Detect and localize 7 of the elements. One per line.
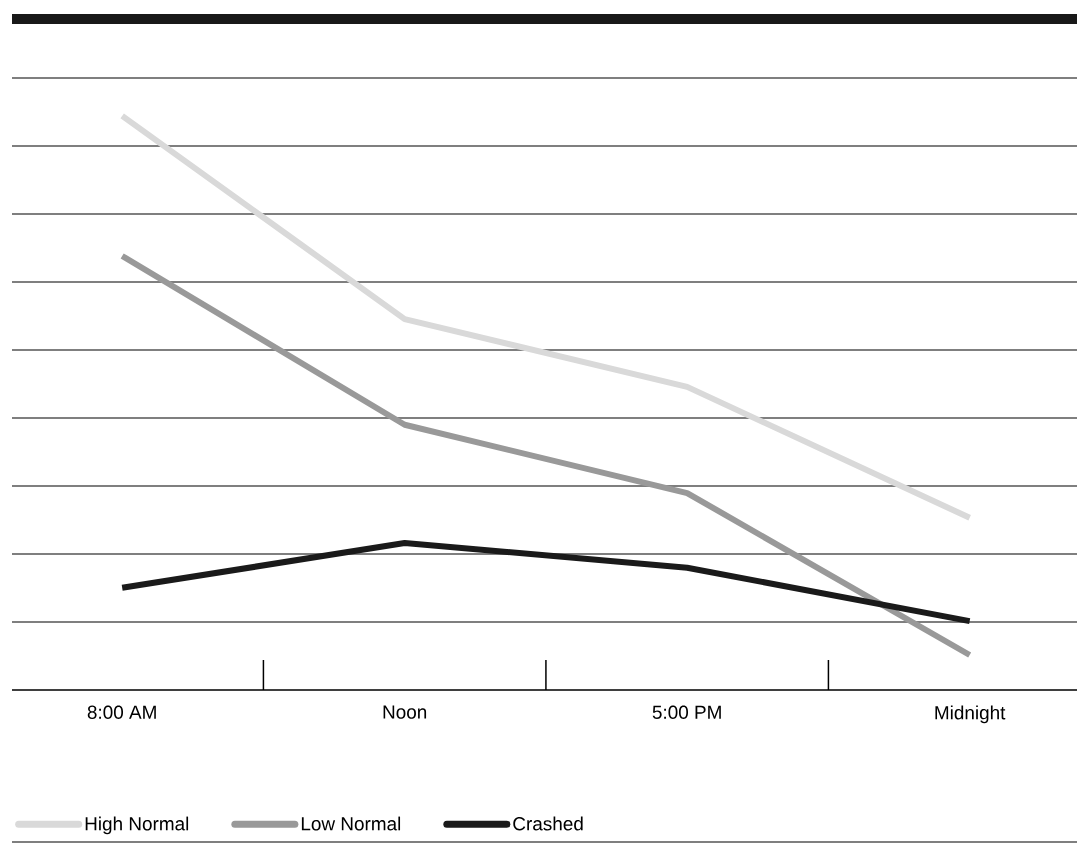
legend-label: Crashed [513, 816, 583, 831]
x-tick-label: Noon [383, 705, 427, 719]
x-tick-label: 8:00 AM [87, 705, 156, 719]
x-tick-label: Midnight [935, 705, 1006, 724]
legend-label: High Normal [85, 816, 189, 835]
legend-label: Low Normal [301, 816, 401, 831]
x-tick-label: 5:00 PM [652, 705, 721, 719]
